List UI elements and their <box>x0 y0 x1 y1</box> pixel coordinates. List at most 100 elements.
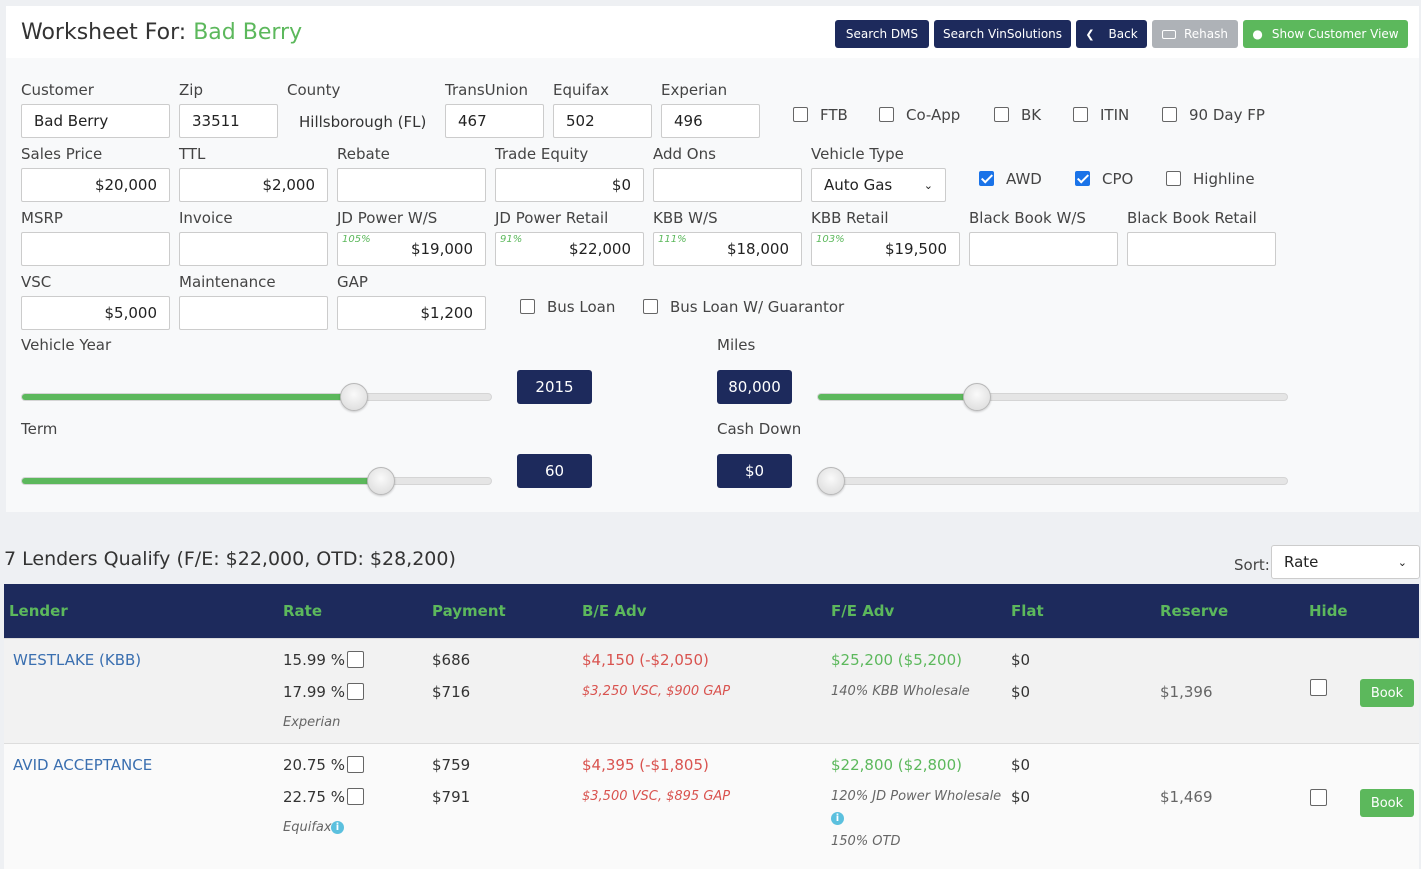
col-fe-adv[interactable]: F/E Adv <box>831 602 895 620</box>
fe-adv-detail: 120% JD Power Wholesale <box>831 789 1002 804</box>
col-hide[interactable]: Hide <box>1309 602 1348 620</box>
ftb-checkbox[interactable] <box>793 107 808 122</box>
chevron-down-icon: ⌄ <box>1397 555 1407 569</box>
coapp-label: Co-App <box>906 106 961 124</box>
ftb-label: FTB <box>820 106 848 124</box>
fe-adv-otd: 150% OTD <box>831 834 901 849</box>
jd-power-retail-input[interactable]: 91% $22,000 <box>495 232 644 266</box>
term-slider-handle[interactable] <box>366 467 395 495</box>
col-rate[interactable]: Rate <box>283 602 323 620</box>
flat-value: $0 <box>1011 788 1031 806</box>
msrp-input[interactable] <box>21 232 170 266</box>
lender-name[interactable]: WESTLAKE (KBB) <box>13 651 142 669</box>
kbb-retail-percent: 103% <box>816 234 845 245</box>
kbb-ws-label: KBB W/S <box>653 209 718 227</box>
col-flat[interactable]: Flat <box>1011 602 1044 620</box>
transunion-label: TransUnion <box>445 81 528 99</box>
trade-equity-input[interactable]: $0 <box>495 168 644 202</box>
bk-checkbox[interactable] <box>994 107 1009 122</box>
equifax-input[interactable]: 502 <box>553 104 652 138</box>
search-dms-button[interactable]: Search DMS <box>835 20 929 48</box>
info-icon[interactable]: i <box>331 821 344 834</box>
black-book-ws-input[interactable] <box>969 232 1118 266</box>
rate-checkbox[interactable] <box>347 651 364 668</box>
jd-power-ws-percent: 105% <box>342 234 371 245</box>
vehicle-type-select[interactable]: Auto Gas ⌄ <box>811 168 946 202</box>
90-day-fp-label: 90 Day FP <box>1189 106 1265 124</box>
hide-checkbox[interactable] <box>1310 789 1327 806</box>
cpo-checkbox[interactable] <box>1075 171 1090 186</box>
rebate-input[interactable] <box>337 168 486 202</box>
ttl-input[interactable]: $2,000 <box>179 168 328 202</box>
vehicle-year-slider[interactable] <box>21 393 492 401</box>
kbb-retail-value: $19,500 <box>884 240 947 258</box>
customer-input[interactable]: Bad Berry <box>21 104 170 138</box>
maintenance-label: Maintenance <box>179 273 276 291</box>
rate-checkbox[interactable] <box>347 683 364 700</box>
gap-input[interactable]: $1,200 <box>337 296 486 330</box>
lender-name[interactable]: AVID ACCEPTANCE <box>13 756 153 774</box>
vehicle-year-label: Vehicle Year <box>21 336 112 354</box>
miles-slider-handle[interactable] <box>963 383 992 411</box>
add-ons-input[interactable] <box>653 168 802 202</box>
jd-power-retail-label: JD Power Retail <box>495 209 609 227</box>
itin-checkbox[interactable] <box>1073 107 1088 122</box>
book-button[interactable]: Book <box>1360 789 1414 817</box>
col-payment[interactable]: Payment <box>432 602 506 620</box>
rehash-button[interactable]: Rehash <box>1152 20 1238 48</box>
info-icon[interactable]: i <box>831 812 844 825</box>
col-reserve[interactable]: Reserve <box>1160 602 1229 620</box>
rate-checkbox[interactable] <box>347 788 364 805</box>
sort-select[interactable]: Rate ⌄ <box>1271 545 1420 579</box>
county-value: Hillsborough (FL) <box>299 113 427 131</box>
bus-loan-guarantor-checkbox[interactable] <box>643 299 658 314</box>
black-book-retail-input[interactable] <box>1127 232 1276 266</box>
miles-value: 80,000 <box>717 370 792 404</box>
cash-down-label: Cash Down <box>717 420 802 438</box>
experian-input[interactable]: 496 <box>661 104 760 138</box>
bus-loan-checkbox[interactable] <box>520 299 535 314</box>
jd-power-ws-value: $19,000 <box>410 240 473 258</box>
chevron-down-icon: ⌄ <box>923 178 933 192</box>
be-adv-value: $4,395 (-$1,805) <box>582 756 709 774</box>
payment-value: $791 <box>432 788 471 806</box>
cpo-label: CPO <box>1102 170 1134 188</box>
hide-checkbox[interactable] <box>1310 679 1327 696</box>
term-value: 60 <box>517 454 592 488</box>
zip-input[interactable]: 33511 <box>179 104 278 138</box>
transunion-input[interactable]: 467 <box>445 104 544 138</box>
term-slider[interactable] <box>21 477 492 485</box>
back-button[interactable]: ❮ Back <box>1076 20 1147 48</box>
jd-power-ws-input[interactable]: 105% $19,000 <box>337 232 486 266</box>
rate-option: 20.75 % <box>283 756 345 774</box>
highline-checkbox[interactable] <box>1166 171 1181 186</box>
cash-down-slider-handle[interactable] <box>817 467 845 495</box>
show-customer-view-button[interactable]: ● Show Customer View <box>1243 20 1408 48</box>
reserve-value: $1,396 <box>1160 683 1213 701</box>
bk-label: BK <box>1021 106 1042 124</box>
sales-price-input[interactable]: $20,000 <box>21 168 170 202</box>
col-lender[interactable]: Lender <box>9 602 68 620</box>
invoice-input[interactable] <box>179 232 328 266</box>
maintenance-input[interactable] <box>179 296 328 330</box>
vehicle-year-slider-fill <box>22 394 355 400</box>
awd-checkbox[interactable] <box>979 171 994 186</box>
kbb-retail-input[interactable]: 103% $19,500 <box>811 232 960 266</box>
coapp-checkbox[interactable] <box>879 107 894 122</box>
col-be-adv[interactable]: B/E Adv <box>582 602 647 620</box>
90-day-fp-checkbox[interactable] <box>1162 107 1177 122</box>
miles-slider[interactable] <box>817 393 1288 401</box>
rate-checkbox[interactable] <box>347 756 364 773</box>
experian-label: Experian <box>661 81 728 99</box>
vsc-input[interactable]: $5,000 <box>21 296 170 330</box>
chevron-left-icon: ❮ <box>1085 27 1095 41</box>
page-title: Worksheet For: Bad Berry <box>21 20 302 45</box>
jd-power-ws-label: JD Power W/S <box>337 209 438 227</box>
search-vinsolutions-button[interactable]: Search VinSolutions <box>934 20 1071 48</box>
vehicle-year-slider-handle[interactable] <box>339 383 368 411</box>
be-adv-detail: $3,250 VSC, $900 GAP <box>582 684 731 699</box>
miles-slider-fill <box>818 394 979 400</box>
book-button[interactable]: Book <box>1360 679 1414 707</box>
cash-down-slider[interactable] <box>817 477 1288 485</box>
kbb-ws-input[interactable]: 111% $18,000 <box>653 232 802 266</box>
